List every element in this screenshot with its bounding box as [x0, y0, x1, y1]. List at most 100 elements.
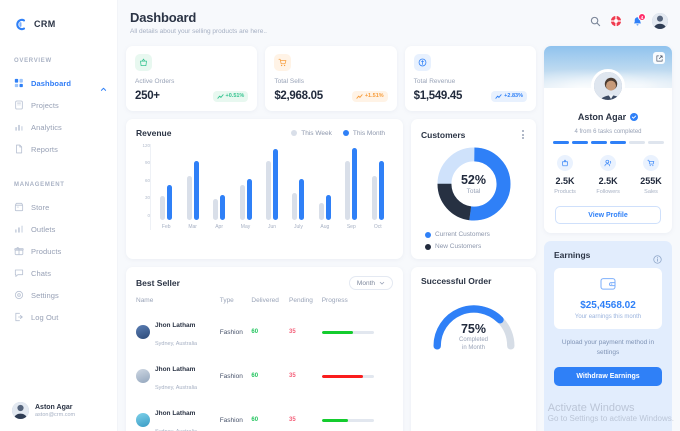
bar[interactable] — [299, 178, 305, 220]
sidebar-item-products[interactable]: Products — [0, 240, 117, 262]
legend-item-new-customers[interactable]: New Customers — [425, 243, 526, 250]
sidebar-item-label: Log Out — [31, 312, 59, 322]
sidebar-item-reports[interactable]: Reports — [0, 138, 117, 160]
revenue-header: Revenue This Week This Month — [136, 128, 393, 138]
earnings-header: Earnings — [554, 250, 662, 264]
cell-type: Fashion — [219, 328, 243, 336]
bar[interactable] — [186, 175, 192, 220]
progress-fill — [321, 330, 353, 334]
customers-donut: 52% Total — [421, 145, 526, 223]
header-avatar[interactable] — [652, 13, 668, 29]
cell-progress — [321, 354, 393, 398]
bar[interactable] — [213, 199, 219, 220]
bar[interactable] — [246, 178, 252, 220]
stat-icon-wrap — [413, 54, 431, 71]
brand[interactable]: CRM — [0, 10, 117, 34]
sidebar-item-store[interactable]: Store — [0, 196, 117, 218]
legend-label: New Customers — [435, 243, 482, 250]
best-seller-header: Best Seller Month — [136, 276, 393, 290]
sidebar-item-settings[interactable]: Settings — [0, 284, 117, 306]
earnings-note: Upload your payment method in settings — [561, 339, 655, 356]
legend-item-this-week[interactable]: This Week — [291, 130, 332, 137]
bar[interactable] — [378, 160, 384, 220]
withdraw-earnings-button[interactable]: Withdraw Earnings — [554, 366, 662, 386]
cell-name: Jhon Latham Sydney, Australia — [136, 354, 220, 398]
projects-icon — [14, 100, 24, 110]
column-header-delivered: Delivered — [251, 297, 279, 304]
external-link-icon[interactable] — [653, 52, 665, 64]
sidebar-user-text: Aston Agar aston@crm.com — [35, 404, 75, 418]
revenue-title: Revenue — [136, 128, 172, 138]
bar-group: Aug — [312, 144, 338, 230]
sidebar-user[interactable]: Aston Agar aston@crm.com — [0, 402, 118, 419]
legend-dot — [425, 243, 431, 250]
sidebar-item-outlets[interactable]: Outlets — [0, 218, 117, 240]
sidebar-item-chats[interactable]: Chats — [0, 262, 117, 284]
bar[interactable] — [325, 195, 331, 220]
sidebar-item-projects[interactable]: Projects — [0, 94, 117, 116]
column-header-type: Type — [219, 297, 234, 304]
bar[interactable] — [292, 192, 298, 220]
kebab-menu-icon[interactable] — [520, 128, 526, 141]
bar[interactable] — [318, 203, 324, 220]
help-icon[interactable] — [610, 15, 622, 27]
column-header-pending: Pending — [289, 297, 313, 304]
gauge-chart — [433, 305, 514, 350]
bar[interactable] — [352, 148, 358, 220]
profile-progress-segments — [544, 141, 672, 144]
bar-pair — [239, 146, 252, 220]
table-row[interactable]: Jhon Latham Sydney, Australia Fashion 60 35 — [136, 310, 393, 354]
profile-name-row: Aston Agar — [544, 108, 672, 126]
cell-delivered: 60 — [251, 417, 259, 423]
brand-name: CRM — [34, 19, 56, 29]
sidebar-item-dashboard[interactable]: Dashboard — [0, 72, 117, 94]
bar[interactable] — [371, 175, 377, 220]
stat-label: Active Orders — [135, 78, 175, 85]
y-tick: 120 — [142, 143, 150, 148]
profile-name: Aston Agar — [577, 112, 627, 122]
gauge-center-label: 75% Completed in Month — [421, 322, 526, 352]
info-icon[interactable] — [653, 251, 662, 264]
customers-title: Customers — [421, 129, 466, 140]
month-filter-dropdown[interactable]: Month — [348, 276, 393, 290]
sidebar-item-analytics[interactable]: Analytics — [0, 116, 117, 138]
chevron-up-icon[interactable] — [100, 80, 107, 91]
bar[interactable] — [265, 160, 271, 220]
gauge-sublabel-2: in Month — [461, 345, 485, 352]
notification-bell-icon[interactable]: 4 — [631, 13, 646, 27]
y-tick: 0 — [147, 212, 150, 218]
bar[interactable] — [239, 185, 245, 220]
search-icon[interactable] — [589, 15, 601, 27]
sidebar-user-name: Aston Agar — [35, 403, 73, 411]
dashboard-content: Active Orders 250+ +0.51% — [126, 46, 672, 431]
bar[interactable] — [272, 149, 278, 220]
seller-name: Jhon Latham — [155, 410, 196, 417]
legend-item-this-month[interactable]: This Month — [342, 130, 385, 137]
bar[interactable] — [160, 195, 166, 220]
bar[interactable] — [193, 160, 199, 220]
view-profile-button[interactable]: View Profile — [555, 206, 661, 224]
earnings-caption: Your earnings this month — [574, 314, 642, 320]
x-axis-label: May — [240, 224, 251, 230]
sidebar-item-label: Dashboard — [31, 78, 72, 88]
avatar — [136, 325, 150, 339]
table-row[interactable]: Jhon Latham Sydney, Australia Fashion 60 35 — [136, 398, 393, 431]
progress-segment — [609, 141, 626, 144]
cart-icon — [278, 54, 287, 72]
seller: Jhon Latham Sydney, Australia — [136, 314, 220, 350]
stat-icon-wrap — [274, 54, 292, 72]
bar[interactable] — [345, 160, 351, 220]
profile-stat-value: 2.5K — [598, 176, 618, 186]
y-tick: 90 — [144, 160, 150, 166]
sidebar-item-logout[interactable]: Log Out — [0, 306, 117, 328]
store-icon — [14, 202, 24, 212]
revenue-legend: This Week This Month — [291, 130, 393, 137]
earnings-amount-box: $25,4568.02 Your earnings this month — [554, 268, 662, 329]
column-header-progress: Progress — [321, 297, 348, 304]
basket-icon — [139, 54, 148, 72]
header-actions: 4 — [589, 10, 668, 29]
legend-item-current-customers[interactable]: Current Customers — [425, 231, 526, 238]
bar[interactable] — [167, 184, 173, 220]
bar[interactable] — [220, 195, 226, 220]
table-row[interactable]: Jhon Latham Sydney, Australia Fashion 60 35 — [136, 354, 393, 398]
